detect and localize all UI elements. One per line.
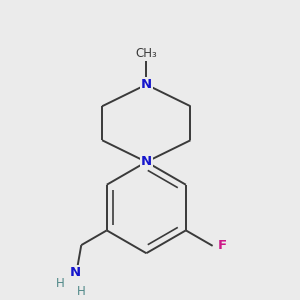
Text: CH₃: CH₃ xyxy=(135,47,157,60)
Text: N: N xyxy=(141,78,152,91)
Text: H: H xyxy=(77,285,86,298)
Text: N: N xyxy=(141,155,152,168)
Text: H: H xyxy=(56,277,64,290)
Text: N: N xyxy=(69,266,80,279)
Text: F: F xyxy=(218,239,227,252)
